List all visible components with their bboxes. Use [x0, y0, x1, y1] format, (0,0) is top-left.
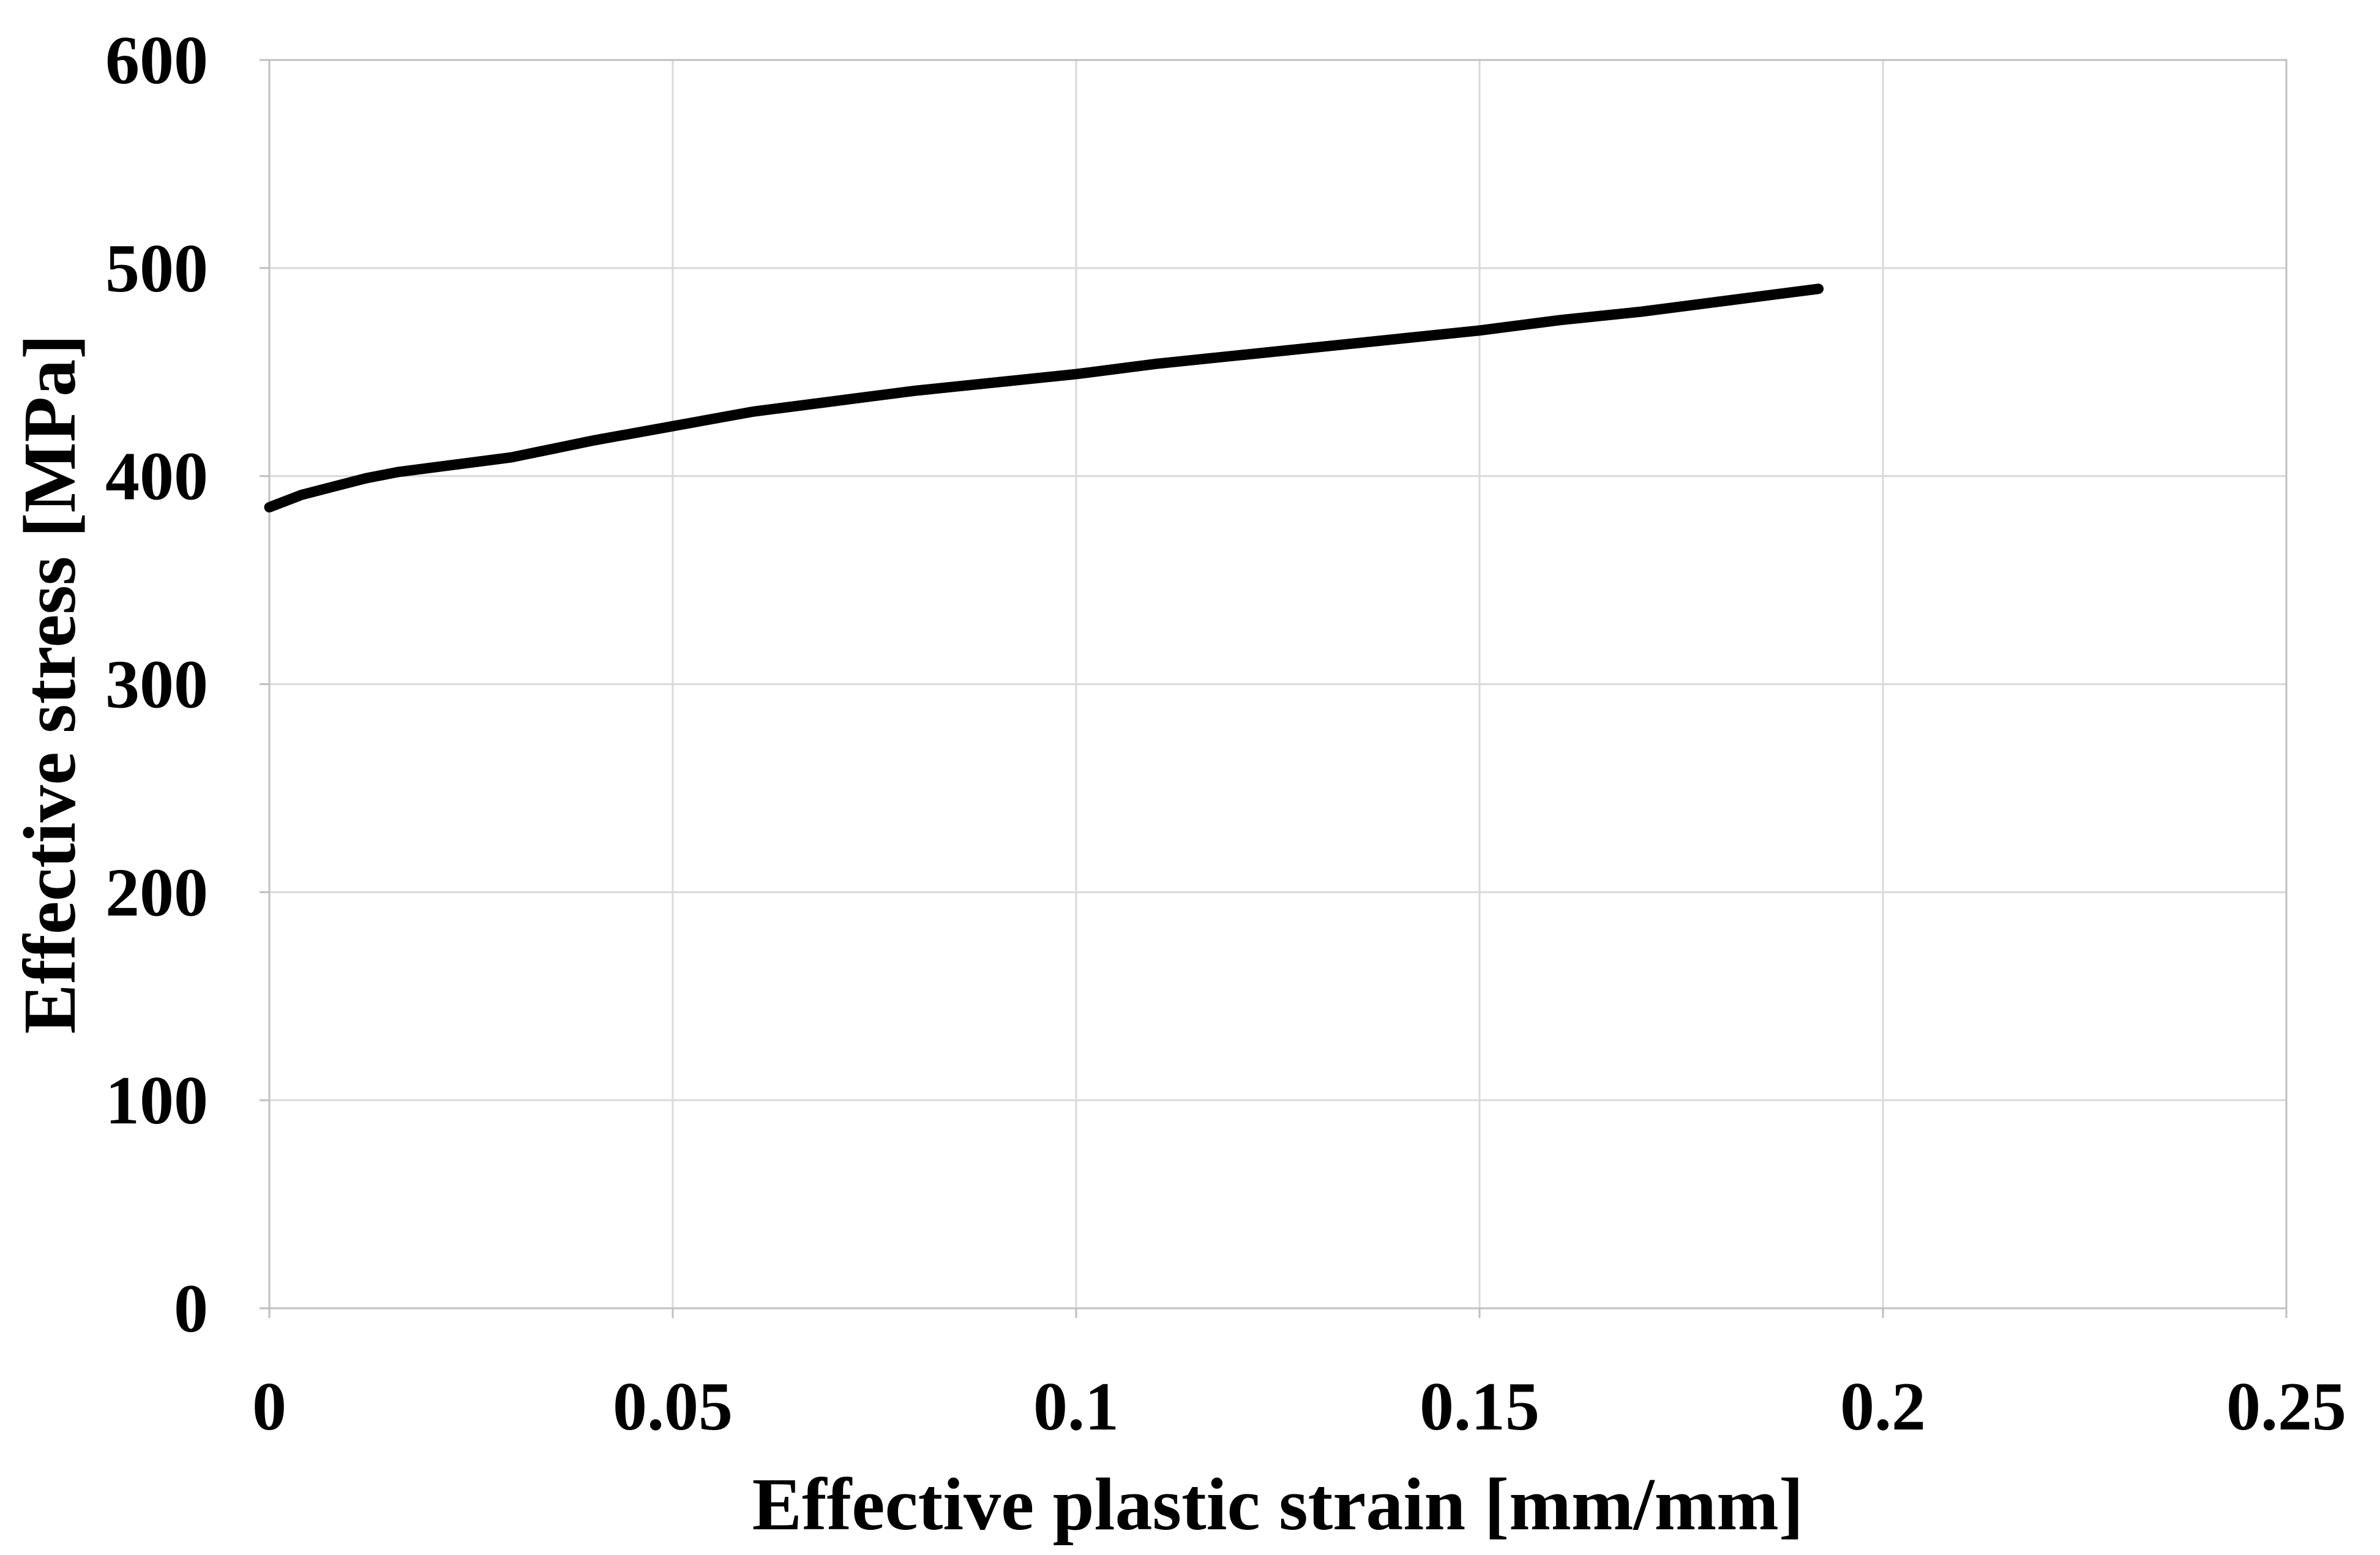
x-tick-label: 0.25: [2226, 1369, 2346, 1445]
y-tick-label: 100: [105, 1063, 208, 1139]
y-axis-title: Effective stress [MPa]: [9, 334, 91, 1034]
x-tick-label: 0: [252, 1369, 286, 1445]
y-tick-label: 500: [105, 231, 208, 307]
x-tick-label: 0.2: [1840, 1369, 1926, 1445]
y-tick-label: 400: [105, 439, 208, 515]
x-tick-label: 0.05: [613, 1369, 733, 1445]
y-tick-label: 300: [105, 647, 208, 723]
y-tick-label: 200: [105, 855, 208, 931]
x-tick-label: 0.1: [1033, 1369, 1119, 1445]
axis-ticks: [260, 59, 2288, 1318]
y-axis-tick-labels: 0 100 200 300 400 500 600: [105, 23, 208, 1347]
series-group: [264, 283, 1824, 513]
x-tick-label: 0.15: [1420, 1369, 1540, 1445]
y-tick-label: 600: [105, 23, 208, 99]
x-axis-title: Effective plastic strain [mm/mm]: [752, 1463, 1804, 1546]
y-tick-label: 0: [174, 1271, 208, 1347]
gridlines: [268, 59, 2288, 1310]
x-axis-tick-labels: 0 0.05 0.1 0.15 0.2 0.25: [252, 1369, 2346, 1445]
series-line-flow-curve: [264, 283, 1824, 513]
